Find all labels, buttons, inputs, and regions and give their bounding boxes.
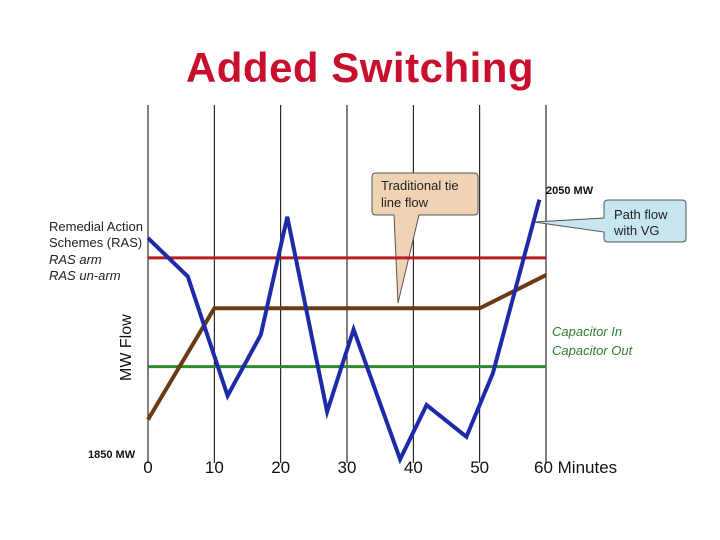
- x-tick-label-1: 10: [205, 458, 224, 477]
- x-tick-label-4: 40: [404, 458, 423, 477]
- path-callout-line1: Path flow: [614, 207, 668, 222]
- ras-unarm-label: RAS un-arm: [49, 268, 121, 283]
- chart-title: Added Switching: [185, 44, 535, 91]
- reference-lines: [148, 256, 546, 369]
- ras-title-line2: Schemes (RAS): [49, 235, 143, 250]
- traditional-callout-line1: Traditional tie: [381, 178, 459, 193]
- x-tick-label-3: 30: [338, 458, 357, 477]
- traditional-callout-line2: line flow: [381, 195, 428, 210]
- top-value-label: 2050 MW: [546, 185, 594, 197]
- capacitor-out-label: Capacitor Out: [552, 343, 633, 358]
- x-tick-label-0: 0: [143, 458, 152, 477]
- capacitor-in-label: Capacitor In: [552, 324, 623, 339]
- path-flow-line: [146, 199, 542, 465]
- path-callout-line2: with VG: [614, 223, 660, 238]
- series-layer: [146, 199, 547, 465]
- x-tick-labels: 0 10 20 30 40 50 60 Minutes: [143, 458, 617, 477]
- callout-layer: [371, 172, 687, 304]
- y-axis-label: MW Flow: [118, 314, 135, 381]
- ras-arm-label: RAS arm: [49, 252, 102, 267]
- grid-layer: [147, 105, 547, 463]
- bottom-value-label: 1850 MW: [88, 449, 136, 461]
- x-tick-label-5: 50: [470, 458, 489, 477]
- ras-title-line1: Remedial Action: [49, 219, 143, 234]
- x-tick-label-6: 60 Minutes: [534, 458, 617, 477]
- x-tick-label-2: 20: [271, 458, 290, 477]
- path-flow-callout: [533, 199, 687, 243]
